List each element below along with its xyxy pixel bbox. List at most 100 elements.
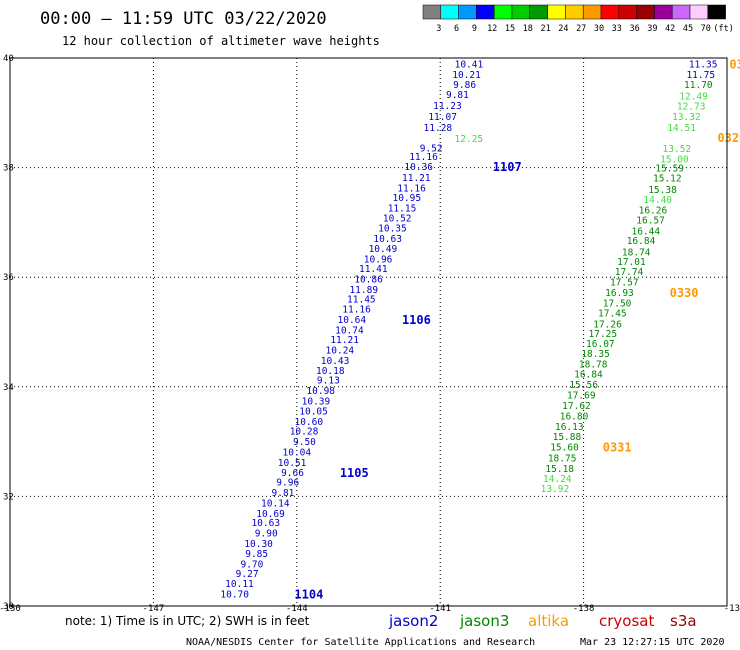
data-point-label: 15.88 bbox=[553, 432, 582, 443]
legend-cryosat: cryosat bbox=[599, 612, 654, 630]
data-point-label: 17.50 bbox=[603, 298, 632, 309]
colorbar-swatch bbox=[618, 4, 637, 20]
data-point-label: 18.75 bbox=[548, 454, 577, 465]
data-point-label: 10.43 bbox=[321, 356, 350, 367]
y-tick-label: 32 bbox=[3, 492, 14, 502]
data-point-label: 15.60 bbox=[550, 443, 579, 454]
pass-label: 0330 bbox=[670, 286, 699, 300]
colorbar-swatch bbox=[707, 4, 726, 20]
pass-label: 1105 bbox=[340, 466, 369, 480]
data-point-label: 9.70 bbox=[240, 559, 263, 570]
data-point-label: 10.52 bbox=[383, 214, 412, 225]
data-point-label: 10.14 bbox=[261, 498, 290, 509]
colorbar-swatch bbox=[458, 4, 477, 20]
data-point-label: 17.69 bbox=[567, 391, 596, 402]
data-point-label: 17.26 bbox=[593, 319, 622, 330]
chart-title: 00:00 – 11:59 UTC 03/22/2020 bbox=[40, 9, 327, 29]
colorbar-label: 12 bbox=[487, 24, 497, 34]
colorbar-swatch bbox=[422, 4, 442, 20]
data-point-label: 12.73 bbox=[677, 102, 706, 113]
data-point-label: 10.63 bbox=[251, 518, 280, 529]
data-point-label: 17.45 bbox=[598, 308, 627, 319]
data-point-label: 9.81 bbox=[272, 488, 295, 499]
y-tick-label: 38 bbox=[3, 164, 14, 174]
pass-label: 03 bbox=[729, 58, 740, 72]
legend-jason3: jason3 bbox=[459, 612, 509, 630]
colorbar: 3 6 9 12 15 18 21 24 27 30 33 36 39 42 45 70 (ft) bbox=[422, 4, 734, 34]
colorbar-label: 6 bbox=[454, 24, 459, 34]
data-point-label: 15.56 bbox=[569, 380, 598, 391]
data-point-label: 14.51 bbox=[667, 123, 696, 134]
data-point-label: 11.16 bbox=[342, 304, 371, 315]
pass-label: 1104 bbox=[294, 587, 323, 601]
colorbar-swatch bbox=[671, 4, 691, 20]
colorbar-swatch bbox=[582, 4, 602, 20]
data-point-label: 9.27 bbox=[236, 569, 259, 580]
data-point-label: 15.18 bbox=[545, 464, 574, 475]
data-point-label: 15.38 bbox=[648, 185, 677, 196]
data-point-label: 11.35 bbox=[689, 60, 718, 71]
data-point-label: 17.57 bbox=[610, 278, 639, 289]
colorbar-label: 24 bbox=[558, 24, 568, 34]
data-point-label: 16.13 bbox=[555, 422, 584, 433]
legend-jason2: jason2 bbox=[388, 612, 438, 630]
data-point-label: 15.00 bbox=[660, 154, 689, 165]
data-point-label: 16.07 bbox=[586, 339, 615, 350]
data-point-label: 10.70 bbox=[220, 589, 249, 600]
colorbar-label: 18 bbox=[523, 24, 533, 34]
data-point-label: 10.39 bbox=[302, 397, 331, 408]
data-point-label: 10.95 bbox=[392, 193, 421, 204]
data-point-label: 16.26 bbox=[639, 205, 668, 216]
chart-subtitle: 12 hour collection of altimeter wave hei… bbox=[62, 34, 380, 48]
data-point-label: 11.21 bbox=[402, 173, 431, 184]
colorbar-label: 33 bbox=[612, 24, 622, 34]
data-point-label: 11.16 bbox=[397, 183, 426, 194]
grid bbox=[10, 58, 727, 606]
y-tick-label: 34 bbox=[3, 383, 14, 393]
footer-timestamp: Mar 23 12:27:15 UTC 2020 bbox=[580, 637, 725, 648]
data-point-label: 10.28 bbox=[290, 427, 319, 438]
colorbar-swatch bbox=[636, 4, 655, 20]
data-point-label: 11.45 bbox=[347, 295, 376, 306]
colorbar-swatch bbox=[529, 4, 548, 20]
data-point-label: 10.64 bbox=[338, 315, 367, 326]
data-point-label: 15.12 bbox=[653, 174, 682, 185]
data-point-label: 14.24 bbox=[543, 474, 572, 485]
data-point-label: 10.74 bbox=[335, 325, 364, 336]
colorbar-label: 36 bbox=[629, 24, 639, 34]
colorbar-label: 3 bbox=[436, 24, 441, 34]
data-point-label: 10.05 bbox=[299, 406, 328, 417]
data-point-label: 18.74 bbox=[622, 247, 651, 258]
colorbar-swatch bbox=[547, 4, 566, 20]
x-tick-label: -138 bbox=[573, 604, 595, 614]
data-point-label: 10.04 bbox=[283, 448, 312, 459]
colorbar-swatch bbox=[600, 4, 620, 20]
data-point-label: 18.78 bbox=[579, 359, 608, 370]
plot-frame bbox=[9, 57, 728, 607]
y-tick-label: 30 bbox=[3, 602, 14, 612]
colorbar-label: 42 bbox=[665, 24, 675, 34]
data-point-label: 10.60 bbox=[294, 417, 323, 428]
footer-note: note: 1) Time is in UTC; 2) SWH is in fe… bbox=[65, 614, 310, 628]
data-point-label: 17.25 bbox=[588, 329, 617, 340]
data-point-label: 15.59 bbox=[655, 164, 684, 175]
data-point-label: 16.80 bbox=[560, 411, 589, 422]
data-point-label: 16.93 bbox=[605, 288, 634, 299]
data-point-label: 9.13 bbox=[317, 376, 340, 387]
data-point-label: 10.49 bbox=[369, 244, 398, 255]
footer-credit: NOAA/NESDIS Center for Satellite Applica… bbox=[186, 637, 535, 648]
colorbar-swatch bbox=[476, 4, 495, 20]
data-point-label: 10.96 bbox=[364, 255, 393, 266]
data-point-label: 16.44 bbox=[631, 227, 660, 238]
data-point-label: 12.49 bbox=[679, 91, 708, 102]
data-point-label: 11.16 bbox=[409, 152, 438, 163]
data-point-label: 17.62 bbox=[562, 401, 591, 412]
data-point-label: 10.69 bbox=[256, 509, 285, 520]
x-tick-label: -144 bbox=[286, 604, 308, 614]
data-point-label: 9.86 bbox=[453, 80, 476, 91]
colorbar-swatch bbox=[493, 4, 513, 20]
y-tick-label: 40 bbox=[3, 54, 14, 64]
x-tick-label: -141 bbox=[429, 604, 451, 614]
data-point-label: 10.21 bbox=[452, 70, 481, 81]
data-point-label: 10.63 bbox=[373, 234, 402, 245]
